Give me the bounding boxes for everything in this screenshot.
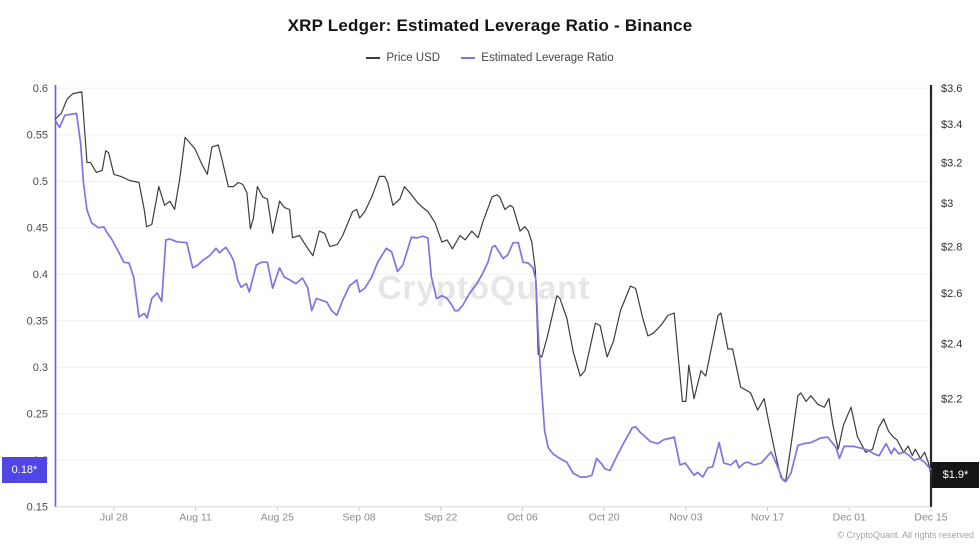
x-tick-label: Dec 01 bbox=[833, 512, 866, 524]
x-tick-label: Aug 11 bbox=[179, 512, 212, 524]
y-left-tick-label: 0.45 bbox=[27, 223, 48, 235]
legend-item-leverage-label: Estimated Leverage Ratio bbox=[481, 52, 614, 64]
x-tick-label: Dec 15 bbox=[914, 512, 947, 524]
chart-title: XRP Ledger: Estimated Leverage Ratio - B… bbox=[287, 16, 693, 35]
y-right-tick-label: $2.4 bbox=[941, 339, 962, 351]
y-right-tick-label: $3 bbox=[941, 198, 953, 210]
y-right-tick-label: $2.6 bbox=[941, 288, 962, 300]
y-left-tick-label: 0.5 bbox=[33, 176, 48, 188]
leverage-legend-dash-icon bbox=[461, 57, 476, 59]
y-left-tick-label: 0.6 bbox=[33, 83, 48, 95]
x-tick-label: Aug 25 bbox=[261, 512, 294, 524]
x-tick-label: Oct 06 bbox=[507, 512, 538, 524]
y-right-tick-label: $3.2 bbox=[941, 157, 962, 169]
y-right-tick-label: $3.6 bbox=[941, 83, 962, 95]
legend-item-price-label: Price USD bbox=[386, 52, 441, 64]
cryptoquant-watermark: CryptoQuant bbox=[377, 269, 591, 306]
x-tick-label: Nov 17 bbox=[751, 512, 784, 524]
x-tick-label: Sep 08 bbox=[342, 512, 375, 524]
y-right-tick-label: $3.4 bbox=[941, 119, 962, 131]
y-left-tick-label: 0.3 bbox=[33, 362, 48, 374]
price-current-value-badge: $1.9* bbox=[932, 461, 979, 488]
y-right-tick-label: $2.8 bbox=[941, 241, 962, 253]
y-left-tick-label: 0.55 bbox=[27, 130, 48, 142]
legend: Price USD Estimated Leverage Ratio bbox=[0, 50, 980, 64]
x-tick-label: Sep 22 bbox=[424, 512, 457, 524]
leverage-ratio-line bbox=[54, 112, 932, 483]
legend-item-price[interactable]: Price USD bbox=[366, 52, 440, 64]
y-left-tick-label: 0.25 bbox=[27, 409, 48, 421]
price-line bbox=[54, 91, 932, 482]
y-left-tick-label: 0.4 bbox=[33, 269, 48, 281]
x-tick-label: Oct 20 bbox=[589, 512, 620, 524]
price-legend-dash-icon bbox=[366, 57, 381, 59]
x-tick-label: Jul 28 bbox=[100, 512, 128, 524]
y-left-tick-label: 0.15 bbox=[27, 502, 48, 514]
y-right-tick-label: $2.2 bbox=[941, 393, 962, 405]
copyright-note: © CryptoQuant. All rights reserved bbox=[837, 530, 974, 540]
x-tick-label: Nov 03 bbox=[669, 512, 702, 524]
leverage-current-value-badge: 0.18* bbox=[2, 456, 47, 483]
y-left-tick-label: 0.35 bbox=[27, 316, 48, 328]
legend-item-leverage-ratio[interactable]: Estimated Leverage Ratio bbox=[461, 52, 614, 64]
